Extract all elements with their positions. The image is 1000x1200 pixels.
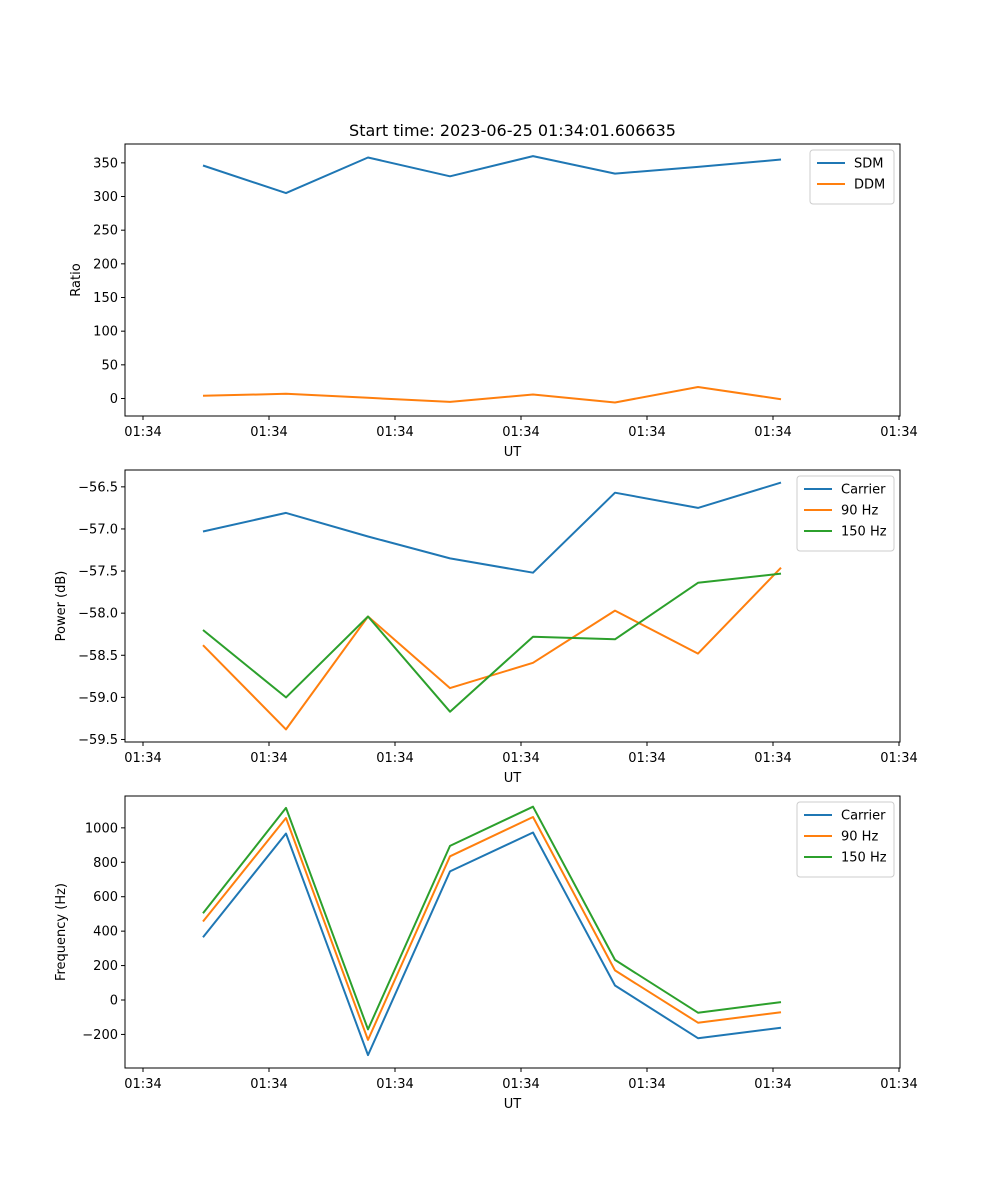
y-tick-label: 350 <box>93 156 118 171</box>
chart-panel-1: 01:34 01:34 01:34 01:34 01:34 01:34 01:34 0 50 10… <box>69 143 918 460</box>
y-tick-label: −200 <box>82 1028 118 1043</box>
y-tick-label: −58.5 <box>78 649 118 664</box>
series-line-ddm <box>202 386 782 404</box>
x-tick-label: 01:34 <box>502 1077 539 1092</box>
axes-frame <box>124 795 901 1069</box>
x-tick-label: 01:34 <box>880 425 917 440</box>
legend-box <box>796 801 895 878</box>
legend: SDM DDM <box>809 149 895 205</box>
y-tick-label: −56.5 <box>78 480 118 495</box>
x-tick-label: 01:34 <box>628 1077 665 1092</box>
x-axis-label: UT <box>504 1097 522 1112</box>
x-tick-label: 01:34 <box>754 425 791 440</box>
x-tick-label: 01:34 <box>376 751 413 766</box>
x-tick-label: 01:34 <box>628 425 665 440</box>
y-tick-label: 400 <box>93 925 118 940</box>
y-tick-label: 200 <box>93 257 118 272</box>
chart-panel-2: 01:34 01:34 01:34 01:34 01:34 01:34 01:34 −59.5… <box>54 469 918 786</box>
series-line-carrier <box>202 481 782 574</box>
y-axis-label: Ratio <box>69 263 84 296</box>
series-line-carrier <box>202 831 782 1057</box>
x-tick-label: 01:34 <box>502 425 539 440</box>
y-tick-label: 300 <box>93 190 118 205</box>
y-tick-label: 200 <box>93 959 118 974</box>
x-tick-label: 01:34 <box>250 1077 287 1092</box>
x-tick-label: 01:34 <box>628 751 665 766</box>
y-axis-label: Power (dB) <box>54 571 69 642</box>
x-tick-label: 01:34 <box>502 751 539 766</box>
chart-panels: 01:34 01:34 01:34 01:34 01:34 01:34 01:34 0 50 10… <box>54 143 918 1112</box>
legend: Carrier 90 Hz 150 Hz <box>796 801 895 878</box>
y-axis-label: Frequency (Hz) <box>54 883 69 981</box>
x-tick-label: 01:34 <box>376 425 413 440</box>
x-axis-label: UT <box>504 771 522 786</box>
legend-label: 150 Hz <box>841 851 887 866</box>
y-tick-label: 150 <box>93 291 118 306</box>
axes-frame <box>124 143 901 417</box>
legend: Carrier 90 Hz 150 Hz <box>796 475 895 552</box>
x-tick-label: 01:34 <box>124 1077 161 1092</box>
y-tick-label: 800 <box>93 856 118 871</box>
legend-label: SDM <box>854 157 883 172</box>
y-tick-label: −59.0 <box>78 691 118 706</box>
x-tick-label: 01:34 <box>250 751 287 766</box>
y-tick-label: −58.0 <box>78 607 118 622</box>
y-tick-label: −59.5 <box>78 733 118 748</box>
chart-title: Start time: 2023-06-25 01:34:01.606635 <box>349 121 676 140</box>
y-tick-label: 0 <box>110 994 118 1009</box>
legend-label: Carrier <box>841 809 886 824</box>
y-tick-label: 1000 <box>85 821 118 836</box>
legend-label: 150 Hz <box>841 525 887 540</box>
x-tick-label: 01:34 <box>880 1077 917 1092</box>
x-tick-label: 01:34 <box>124 425 161 440</box>
y-tick-label: −57.0 <box>78 522 118 537</box>
series-line-150-hz <box>202 572 782 713</box>
series-line-150-hz <box>202 805 782 1031</box>
series-line-90-hz <box>202 816 782 1041</box>
legend-label: DDM <box>854 178 885 193</box>
x-tick-label: 01:34 <box>124 751 161 766</box>
x-tick-label: 01:34 <box>754 1077 791 1092</box>
y-tick-label: 250 <box>93 224 118 239</box>
x-tick-label: 01:34 <box>376 1077 413 1092</box>
legend-label: Carrier <box>841 483 886 498</box>
chart-panel-3: 01:34 01:34 01:34 01:34 01:34 01:34 01:34 −200 0… <box>54 795 918 1112</box>
axes-frame <box>124 469 901 743</box>
x-axis-label: UT <box>504 445 522 460</box>
x-tick-label: 01:34 <box>250 425 287 440</box>
x-tick-label: 01:34 <box>754 751 791 766</box>
legend-label: 90 Hz <box>841 504 878 519</box>
x-tick-label: 01:34 <box>880 751 917 766</box>
series-line-sdm <box>202 155 782 195</box>
y-tick-label: 0 <box>110 392 118 407</box>
y-tick-label: 50 <box>101 358 118 373</box>
y-tick-label: −57.5 <box>78 565 118 580</box>
legend-box <box>796 475 895 552</box>
y-tick-label: 100 <box>93 325 118 340</box>
legend-label: 90 Hz <box>841 830 878 845</box>
y-tick-label: 600 <box>93 890 118 905</box>
